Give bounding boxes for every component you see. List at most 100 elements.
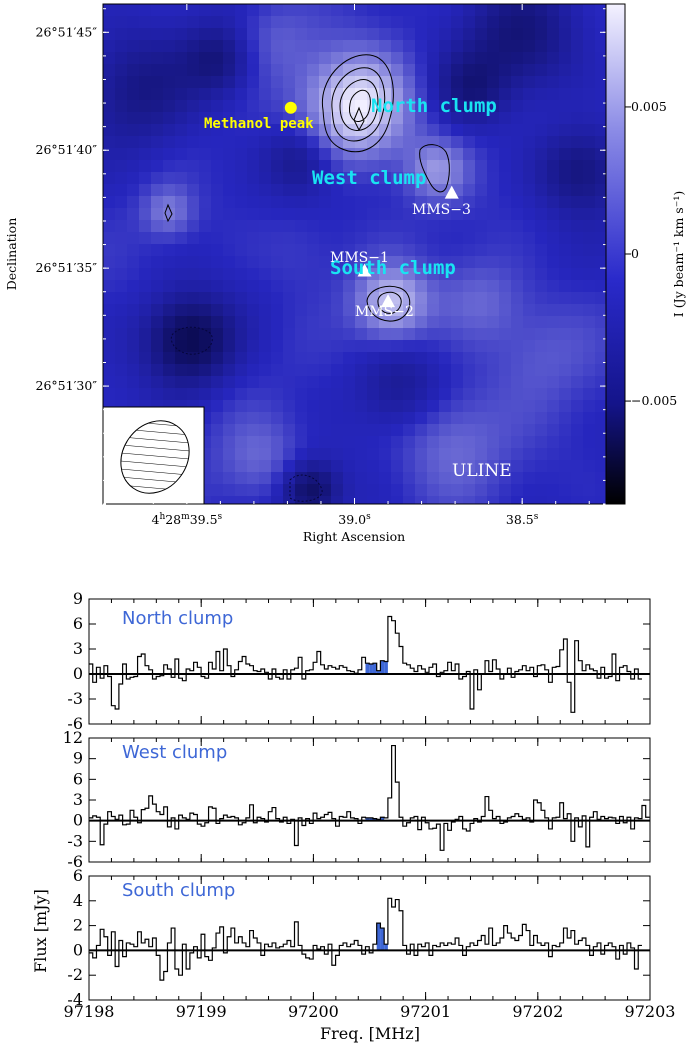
map-pixel xyxy=(439,196,452,209)
map-pixel xyxy=(487,76,500,89)
map-pixel xyxy=(211,472,224,485)
map-pixel xyxy=(127,52,140,65)
map-pixel xyxy=(331,220,344,233)
map-pixel xyxy=(559,460,572,473)
spectrum-line xyxy=(89,897,642,981)
map-pixel xyxy=(199,352,212,365)
map-pixel xyxy=(211,496,224,504)
map-pixel xyxy=(115,112,128,125)
line-emission-fill xyxy=(380,660,385,674)
map-pixel xyxy=(235,88,248,101)
map-pixel xyxy=(463,220,476,233)
map-pixel xyxy=(247,268,260,281)
map-pixel xyxy=(367,112,380,125)
map-pixel xyxy=(235,28,248,41)
map-pixel xyxy=(523,64,536,77)
map-pixel xyxy=(571,256,584,269)
map-pixel xyxy=(583,64,596,77)
map-pixel xyxy=(559,208,572,221)
map-pixel xyxy=(487,268,500,281)
spectrum-y-tick-label: -4 xyxy=(67,990,83,1009)
map-pixel xyxy=(547,88,560,101)
map-pixel xyxy=(199,184,212,197)
spectrum-line xyxy=(89,615,642,713)
spectrum-y-tick-label: -6 xyxy=(67,714,83,733)
map-pixel xyxy=(295,340,308,353)
map-pixel xyxy=(103,292,116,305)
colorbar-tick-label: 0 xyxy=(631,246,639,261)
map-pixel xyxy=(583,76,596,89)
map-pixel xyxy=(259,196,272,209)
map-pixel xyxy=(151,196,164,209)
map-pixel xyxy=(271,64,284,77)
intensity-map xyxy=(103,4,606,504)
map-pixel xyxy=(487,40,500,53)
map-pixel xyxy=(451,124,464,137)
map-pixel xyxy=(595,472,606,485)
map-pixel xyxy=(367,4,380,17)
map-pixel xyxy=(115,292,128,305)
map-pixel xyxy=(247,232,260,245)
map-pixel xyxy=(343,160,356,173)
mms1-label: MMS−1 xyxy=(330,250,389,266)
map-pixel xyxy=(175,268,188,281)
map-pixel xyxy=(475,256,488,269)
map-pixel xyxy=(259,136,272,149)
map-pixel xyxy=(463,448,476,461)
map-pixel xyxy=(151,244,164,257)
map-pixel xyxy=(151,388,164,401)
map-pixel xyxy=(583,388,596,401)
map-pixel xyxy=(439,136,452,149)
map-pixel xyxy=(247,280,260,293)
map-pixel xyxy=(295,112,308,125)
map-pixel xyxy=(451,484,464,497)
map-pixel xyxy=(103,388,116,401)
map-pixel xyxy=(139,40,152,53)
map-pixel xyxy=(331,412,344,425)
map-pixel xyxy=(355,448,368,461)
map-pixel xyxy=(451,160,464,173)
map-pixel xyxy=(379,328,392,341)
map-pixel xyxy=(199,232,212,245)
map-pixel xyxy=(319,208,332,221)
map-pixel xyxy=(415,436,428,449)
map-pixel xyxy=(523,400,536,413)
map-pixel xyxy=(523,280,536,293)
map-pixel xyxy=(247,196,260,209)
map-pixel xyxy=(523,100,536,113)
map-pixel xyxy=(283,304,296,317)
map-pixel xyxy=(127,148,140,161)
map-pixel xyxy=(355,304,368,317)
map-pixel xyxy=(559,304,572,317)
map-pixel xyxy=(247,112,260,125)
map-pixel xyxy=(475,400,488,413)
spectrum-y-tick-label: 6 xyxy=(73,614,83,633)
map-pixel xyxy=(235,316,248,329)
map-pixel xyxy=(103,136,116,149)
map-pixel xyxy=(391,220,404,233)
map-pixel xyxy=(175,112,188,125)
map-pixel xyxy=(391,100,404,113)
map-pixel xyxy=(535,76,548,89)
map-pixel xyxy=(475,352,488,365)
map-pixel xyxy=(547,496,560,504)
map-pixel xyxy=(595,244,606,257)
map-pixel xyxy=(427,292,440,305)
map-pixel xyxy=(175,76,188,89)
map-pixel xyxy=(547,244,560,257)
map-pixel xyxy=(307,124,320,137)
map-pixel xyxy=(547,16,560,29)
map-pixel xyxy=(487,256,500,269)
map-pixel xyxy=(187,376,200,389)
map-pixel xyxy=(487,436,500,449)
map-pixel xyxy=(439,172,452,185)
map-pixel xyxy=(103,16,116,29)
map-pixel xyxy=(331,364,344,377)
map-pixel xyxy=(571,400,584,413)
map-pixel xyxy=(379,232,392,245)
map-pixel xyxy=(139,256,152,269)
map-pixel xyxy=(103,232,116,245)
map-pixel xyxy=(559,232,572,245)
map-pixel xyxy=(571,460,584,473)
map-pixel xyxy=(127,100,140,113)
